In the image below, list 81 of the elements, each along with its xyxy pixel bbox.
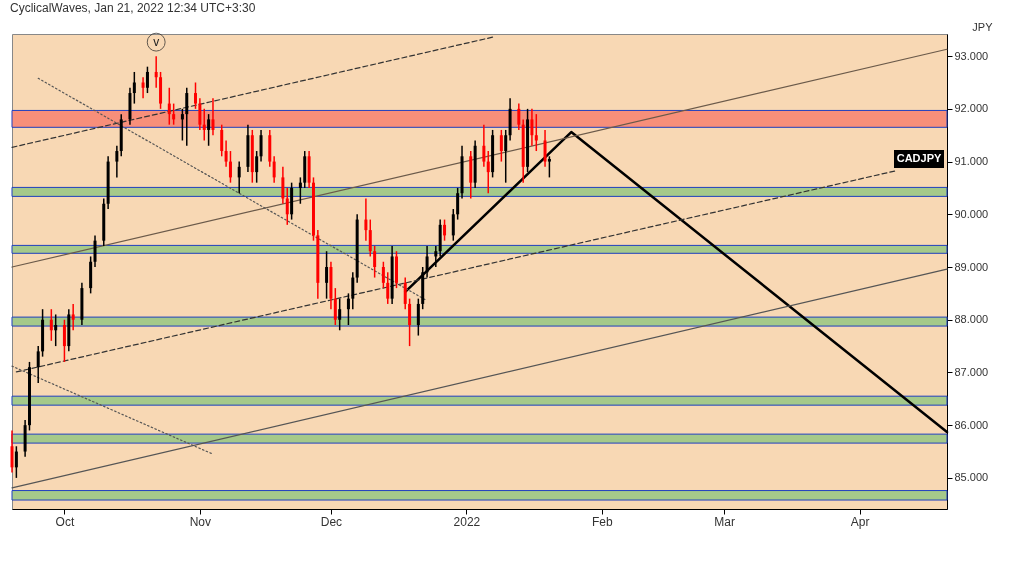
candlestick (185, 87, 189, 147)
candlestick (228, 150, 232, 184)
candlestick (10, 429, 14, 474)
candlestick (237, 160, 241, 194)
candlestick (486, 150, 490, 194)
candlestick (298, 176, 302, 205)
candlestick (381, 261, 385, 289)
candlestick (373, 245, 377, 279)
y-tick-label: 89.000 (954, 260, 989, 273)
candlestick (408, 297, 412, 347)
candlestick (202, 108, 206, 142)
x-tick-label: Mar (714, 514, 736, 529)
candlestick (547, 155, 551, 179)
candlestick (167, 87, 171, 126)
candlestick (456, 187, 460, 221)
candlestick (36, 345, 40, 384)
candlestick (180, 108, 184, 142)
candlestick (346, 292, 350, 326)
candlestick (255, 150, 259, 184)
candlestick (54, 313, 58, 347)
candlestick (530, 108, 534, 147)
candlestick (71, 303, 75, 332)
candlestick (543, 129, 547, 168)
candlestick (93, 234, 97, 268)
candlestick (386, 271, 390, 305)
candlestick (338, 297, 342, 332)
x-tick-label: Dec (320, 514, 343, 529)
candlestick (394, 250, 398, 289)
candlestick (220, 123, 224, 158)
y-axis-title: JPY (972, 20, 994, 33)
x-tick-label: 2022 (453, 514, 481, 529)
candlestick (504, 129, 508, 184)
candlestick (172, 102, 176, 126)
candlestick (403, 276, 407, 310)
chart-title: CyclicalWaves, Jan 21, 2022 12:34 UTC+3:30 (10, 1, 256, 15)
candlestick (482, 123, 486, 168)
x-tick-label: Feb (591, 514, 613, 529)
candlestick (194, 81, 197, 110)
candlestick (14, 445, 18, 479)
candlestick (285, 187, 289, 226)
candlestick (49, 308, 53, 342)
x-tick-label: Oct (55, 514, 75, 529)
candlestick (154, 55, 158, 89)
annotation: CADJPY (896, 151, 942, 164)
y-tick-label: 90.000 (954, 207, 989, 220)
x-tick-label: Apr (850, 514, 870, 529)
candlestick (141, 76, 145, 100)
candlestick (364, 197, 368, 242)
y-tick-label: 91.000 (954, 155, 989, 168)
candlestick (443, 218, 447, 242)
y-tick-label: 86.000 (954, 418, 989, 431)
y-tick-label: 93.000 (954, 49, 989, 62)
y-tick-label: 92.000 (954, 102, 989, 115)
candlestick (207, 113, 211, 147)
candlestick (115, 145, 119, 179)
candlestick (145, 65, 149, 94)
candlestick (416, 297, 420, 337)
candlestick (62, 318, 66, 363)
candlestick (333, 287, 337, 326)
candlestick (281, 166, 285, 205)
candlestick (368, 218, 372, 258)
candlestick (517, 102, 521, 131)
candlestick (499, 129, 503, 163)
candlestick (259, 129, 263, 163)
candlestick (325, 250, 329, 300)
annotation: v (153, 35, 160, 50)
candlestick (198, 97, 202, 131)
candlestick (211, 97, 215, 136)
candlestick (224, 139, 228, 168)
candlestick (451, 208, 455, 242)
y-tick-label: 85.000 (954, 471, 989, 484)
y-tick-label: 88.000 (954, 313, 989, 326)
x-tick-label: Nov (189, 514, 212, 529)
candlestick (534, 113, 538, 152)
y-tick-label: 87.000 (954, 365, 989, 378)
candlestick (132, 71, 136, 105)
candlestick (272, 155, 276, 184)
candlestick (434, 245, 438, 268)
candlestick (27, 361, 31, 432)
candlestick (351, 271, 355, 310)
candlestick (425, 245, 429, 279)
